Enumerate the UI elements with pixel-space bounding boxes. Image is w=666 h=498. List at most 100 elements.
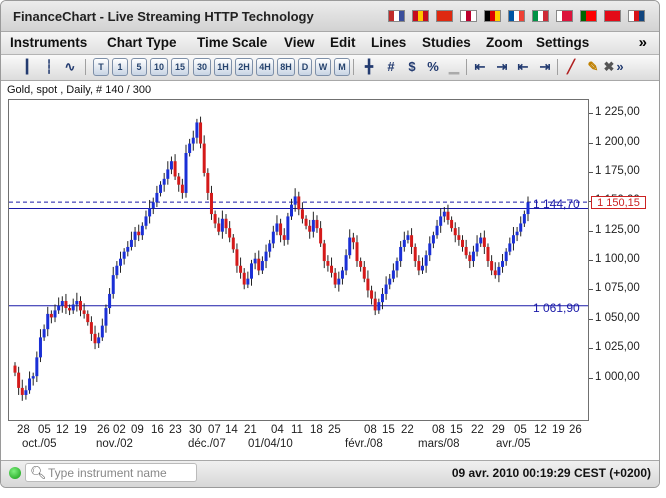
germany-flag-icon[interactable] [484, 10, 501, 22]
language-flags [388, 10, 645, 22]
candle-down [49, 313, 53, 318]
draw-line-icon[interactable]: ╱ [567, 59, 575, 74]
pencil-icon[interactable]: ✎ [587, 59, 599, 74]
instrument-search[interactable]: 🔍︎ [25, 463, 197, 482]
candle-up [220, 218, 224, 232]
spain-flag-icon[interactable] [412, 10, 429, 22]
candle-up [501, 261, 505, 267]
candle-down [180, 184, 184, 193]
menu-studies[interactable]: Studies [422, 35, 471, 50]
china-flag-icon[interactable] [436, 10, 453, 22]
y-tick-label: 1 075,00 [595, 282, 640, 295]
zoom-in-icon[interactable]: ⇤ [517, 59, 529, 74]
timescale-button-2h[interactable]: 2H [235, 58, 253, 76]
candle-up [384, 284, 388, 294]
x-tick-day-label: 09 [131, 424, 144, 436]
timescale-button-w[interactable]: W [315, 58, 331, 76]
instrument-search-input[interactable] [48, 465, 194, 480]
candle-up [119, 258, 123, 266]
portugal-flag-icon[interactable] [580, 10, 597, 22]
timescale-button-10[interactable]: 10 [150, 58, 168, 76]
scroll-right-icon[interactable]: ⇥ [539, 59, 551, 74]
timescale-button-30[interactable]: 30 [193, 58, 211, 76]
candle-down [199, 122, 203, 144]
usa-flag-icon[interactable] [388, 10, 405, 22]
candle-up [35, 357, 39, 377]
timescale-button-1[interactable]: 1 [112, 58, 128, 76]
france-flag-icon[interactable] [508, 10, 525, 22]
y-tick-mark [589, 113, 593, 115]
x-tick-day-label: 18 [310, 424, 323, 436]
percent-icon[interactable]: % [427, 59, 439, 74]
y-tick-mark [589, 230, 593, 232]
menu-lines[interactable]: Lines [371, 35, 407, 50]
candle-up [391, 270, 395, 279]
poland-flag-icon[interactable] [556, 10, 573, 22]
line-chart-icon[interactable]: ∿ [64, 59, 76, 74]
candle-up [471, 251, 475, 262]
timescale-button-m[interactable]: M [334, 58, 350, 76]
zoom-out-icon[interactable]: ⇥ [496, 59, 508, 74]
candle-up [144, 216, 148, 226]
candle-up [162, 178, 166, 185]
menu-bar: » Instruments Chart Type Time Scale View Edi… [1, 32, 659, 55]
price-icon[interactable]: $ [408, 59, 416, 74]
timescale-button-15[interactable]: 15 [171, 58, 189, 76]
x-tick-day-label: 08 [432, 424, 445, 436]
candle-down [206, 172, 210, 193]
scroll-left-icon[interactable]: ⇤ [474, 59, 486, 74]
candle-up [275, 223, 279, 232]
search-icon: 🔍︎ [30, 465, 47, 480]
toolbar: » ┃ ┆ ∿ T 1 5 10 15 30 1H 2H 4H 8H D W M ╋ # $% ▁ ⇤ ⇥ ⇤ ⇥ ╱ ✎ ✖ [1, 55, 659, 81]
toolbar-more-button[interactable]: » [616, 59, 624, 74]
timescale-button-8h[interactable]: 8H [277, 58, 295, 76]
y-tick-mark [589, 377, 593, 379]
italy-flag-icon[interactable] [532, 10, 549, 22]
timescale-button-4h[interactable]: 4H [256, 58, 274, 76]
candle-down [82, 310, 86, 314]
candle-up [148, 208, 152, 217]
menu-more-button[interactable]: » [638, 34, 647, 51]
menu-time-scale[interactable]: Time Scale [197, 35, 268, 50]
x-tick-day-label: 22 [401, 424, 414, 436]
menu-chart-type[interactable]: Chart Type [107, 35, 177, 50]
candle-up [166, 169, 170, 179]
candle-down [173, 161, 177, 177]
candle-down [224, 218, 228, 229]
czech-flag-icon[interactable] [628, 10, 645, 22]
japan-flag-icon[interactable] [460, 10, 477, 22]
timescale-button-1h[interactable]: 1H [214, 58, 232, 76]
candle-up [395, 261, 399, 271]
x-tick-month-label: oct./05 [22, 438, 57, 450]
candle-down [304, 218, 308, 226]
turkey-flag-icon[interactable] [604, 10, 621, 22]
candle-up [108, 293, 112, 309]
crosshair-icon[interactable]: ╋ [365, 59, 373, 74]
menu-settings[interactable]: Settings [536, 35, 590, 50]
chart-plot-area[interactable] [8, 99, 589, 421]
timescale-button-5[interactable]: 5 [131, 58, 147, 76]
candle-up [337, 278, 341, 285]
bar-chart-icon[interactable]: ┆ [45, 59, 53, 74]
volume-icon[interactable]: ▁ [449, 59, 459, 74]
candle-up [140, 225, 144, 236]
grid-icon[interactable]: # [387, 59, 395, 74]
candle-up [515, 231, 519, 236]
candle-down [315, 219, 319, 229]
menu-edit[interactable]: Edit [330, 35, 356, 50]
timescale-button-d[interactable]: D [298, 58, 312, 76]
candle-up [380, 293, 384, 303]
candle-down [468, 255, 472, 262]
candle-down [213, 214, 217, 224]
candlestick-chart-icon[interactable]: ┃ [23, 59, 31, 74]
timescale-button-t[interactable]: T [93, 58, 109, 76]
menu-instruments[interactable]: Instruments [10, 35, 88, 50]
menu-view[interactable]: View [284, 35, 315, 50]
delete-icon[interactable]: ✖ [603, 59, 615, 74]
x-tick-day-label: 15 [382, 424, 395, 436]
menu-zoom[interactable]: Zoom [486, 35, 523, 50]
x-tick-day-label: 30 [189, 424, 202, 436]
y-tick-mark [589, 289, 593, 291]
candle-up [133, 231, 137, 240]
x-tick-day-label: 23 [169, 424, 182, 436]
